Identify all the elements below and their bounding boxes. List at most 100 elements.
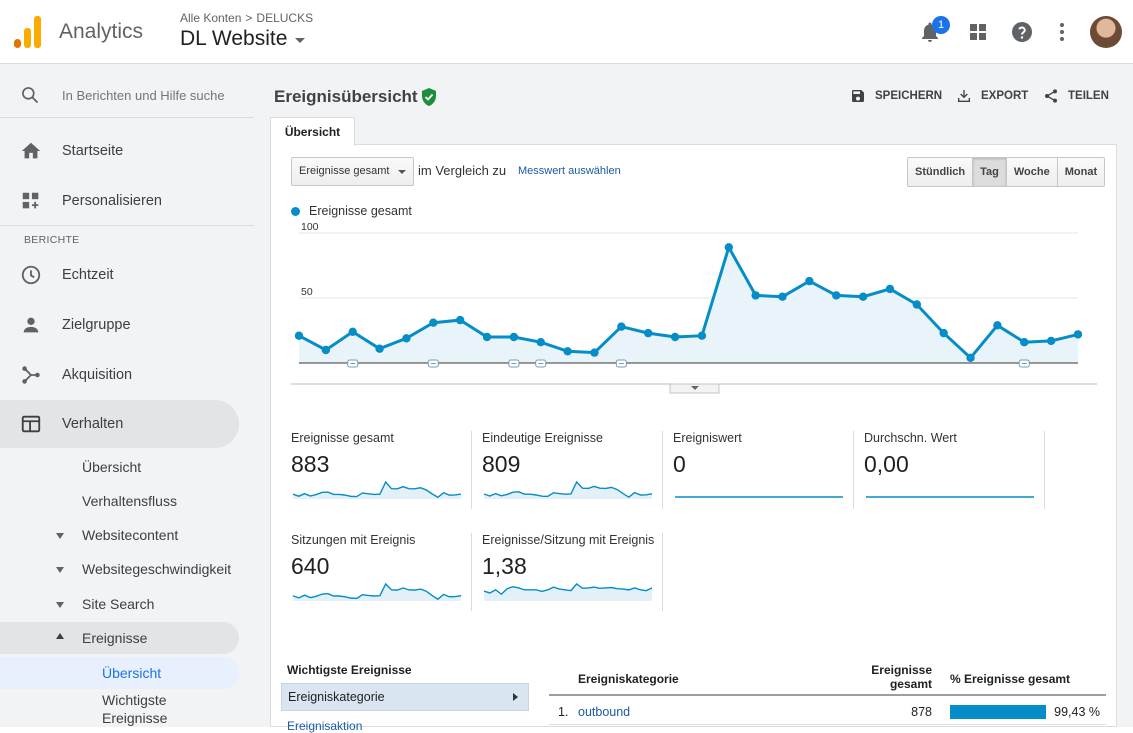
data-point[interactable] — [348, 327, 357, 336]
nav-akquisition[interactable]: Akquisition — [0, 352, 254, 398]
data-point[interactable] — [455, 315, 465, 325]
divider — [662, 533, 663, 611]
select-metric-link[interactable]: Messwert auswählen — [518, 165, 621, 177]
breadcrumb[interactable]: Alle Konten > DELUCKS — [180, 11, 313, 25]
data-point[interactable] — [805, 276, 814, 286]
period-monat-button[interactable]: Monat — [1064, 166, 1098, 178]
data-point[interactable] — [590, 348, 599, 357]
expand-icon[interactable] — [56, 567, 64, 573]
annotation-marker-icon[interactable] — [347, 359, 359, 368]
data-point[interactable] — [321, 345, 331, 355]
table-header: Ereigniskategorie Ereignisse gesamt % Er… — [549, 660, 1106, 696]
data-point[interactable] — [670, 332, 680, 342]
nav-websitecontent[interactable]: Websitecontent — [82, 527, 179, 543]
data-point[interactable] — [1073, 330, 1083, 339]
data-point[interactable] — [939, 328, 948, 338]
scorecard-ereigniswert[interactable]: Ereigniswert 0 — [673, 431, 864, 511]
data-point[interactable] — [1020, 338, 1029, 347]
dimension-ereignisaktion[interactable]: Ereignisaktion — [287, 719, 363, 733]
data-point[interactable] — [429, 318, 438, 327]
scorecard-sitzungen-mit-ereignis[interactable]: Sitzungen mit Ereignis 640 — [291, 533, 482, 613]
scorecard-title: Ereigniswert — [673, 431, 742, 445]
expand-icon[interactable] — [56, 602, 64, 608]
data-point[interactable] — [858, 292, 868, 301]
nav-echtzeit[interactable]: Echtzeit — [0, 252, 254, 298]
caret-down-icon — [295, 38, 306, 43]
analytics-logo[interactable] — [14, 16, 42, 48]
data-point[interactable] — [885, 284, 895, 294]
column-header[interactable]: Ereignisse gesamt — [871, 663, 932, 691]
data-point[interactable] — [912, 300, 922, 309]
save-button[interactable]: SPEICHERN — [850, 88, 942, 104]
more-vert-icon[interactable] — [1050, 20, 1074, 44]
nav-ereignisse[interactable]: Ereignisse — [82, 630, 148, 646]
data-point[interactable] — [402, 334, 411, 343]
nav-websitegeschwindigkeit[interactable]: Websitegeschwindigkeit — [82, 561, 232, 577]
nav-label: Akquisition — [62, 367, 133, 383]
data-point[interactable] — [751, 291, 760, 300]
divider — [0, 225, 254, 226]
annotation-marker-icon[interactable] — [508, 359, 520, 368]
data-point[interactable] — [536, 338, 545, 347]
scorecard-eindeutige-ereignisse[interactable]: Eindeutige Ereignisse 809 — [482, 431, 673, 511]
nav-verhalten[interactable]: Verhalten — [0, 401, 254, 447]
nav-verhaltensfluss[interactable]: Verhaltensfluss — [82, 493, 177, 509]
dimension-ereigniskategorie[interactable]: Ereigniskategorie — [281, 683, 529, 711]
scorecard-durchschn-wert[interactable]: Durchschn. Wert 0,00 — [864, 431, 1055, 511]
data-point[interactable] — [966, 353, 975, 362]
data-point[interactable] — [375, 344, 384, 353]
annotation-marker-icon[interactable] — [535, 359, 547, 368]
nav-zielgruppe[interactable]: Zielgruppe — [0, 302, 254, 348]
period-woche-button[interactable]: Woche — [1007, 158, 1058, 186]
data-point[interactable] — [482, 332, 492, 342]
data-point[interactable] — [617, 322, 626, 331]
scorecard-ereignisse-pro-sitzung[interactable]: Ereignisse/Sitzung mit Ereignis 1,38 — [482, 533, 673, 613]
apps-grid-icon[interactable] — [966, 20, 990, 44]
data-point[interactable] — [644, 328, 653, 338]
sparkline — [483, 480, 653, 499]
column-header[interactable]: % Ereignisse gesamt — [950, 672, 1071, 686]
data-point[interactable] — [724, 243, 733, 252]
data-point[interactable] — [294, 331, 304, 340]
sparkline — [483, 583, 653, 601]
breadcrumb-property[interactable]: DELUCKS — [256, 11, 314, 25]
search-icon[interactable] — [20, 85, 40, 105]
search-input[interactable] — [62, 85, 224, 105]
tab-uebersicht[interactable]: Übersicht — [270, 117, 355, 146]
annotation-marker-icon[interactable] — [427, 359, 439, 368]
help-icon[interactable] — [1010, 20, 1034, 44]
period-stuendlich-button[interactable]: Stündlich — [908, 158, 974, 186]
expand-icon[interactable] — [56, 533, 64, 539]
nav-startseite[interactable]: Startseite — [0, 128, 254, 174]
nav-verhalten-uebersicht[interactable]: Übersicht — [82, 459, 142, 475]
annotation-marker-icon[interactable] — [615, 359, 627, 368]
chart-collapse-handle[interactable] — [669, 383, 720, 394]
data-point[interactable] — [563, 347, 572, 356]
data-point[interactable] — [509, 332, 519, 342]
data-point[interactable] — [778, 292, 787, 301]
data-point[interactable] — [1046, 336, 1056, 346]
data-point[interactable] — [993, 321, 1002, 330]
nav-ereignisse-uebersicht[interactable]: Übersicht — [102, 665, 162, 681]
share-button[interactable]: TEILEN — [1043, 88, 1109, 104]
data-point[interactable] — [832, 291, 841, 300]
row-category-link[interactable]: outbound — [578, 705, 631, 719]
breadcrumb-account[interactable]: Alle Konten — [180, 11, 242, 25]
period-tag-button[interactable]: Tag — [973, 158, 1007, 186]
column-header[interactable]: Ereigniskategorie — [578, 672, 679, 686]
collapse-icon[interactable] — [56, 633, 64, 639]
nav-site-search[interactable]: Site Search — [82, 596, 155, 612]
metric-dropdown[interactable]: Ereignisse gesamt — [291, 157, 414, 186]
export-button[interactable]: EXPORT — [956, 88, 1028, 104]
annotation-marker-icon[interactable] — [1018, 359, 1030, 368]
property-selector[interactable]: DL Website — [180, 27, 306, 51]
chart-legend[interactable]: Ereignisse gesamt — [291, 204, 412, 218]
nav-personalisieren[interactable]: Personalisieren — [0, 178, 254, 224]
avatar[interactable] — [1090, 16, 1122, 48]
scorecard-ereignisse-gesamt[interactable]: Ereignisse gesamt 883 — [291, 431, 482, 511]
row-total: 878 — [911, 705, 932, 719]
divider — [471, 533, 472, 611]
page-title: Ereignisübersicht — [274, 87, 418, 106]
nav-wichtigste-ereignisse[interactable]: Wichtigste Ereignisse — [102, 692, 168, 726]
data-point[interactable] — [697, 331, 707, 340]
